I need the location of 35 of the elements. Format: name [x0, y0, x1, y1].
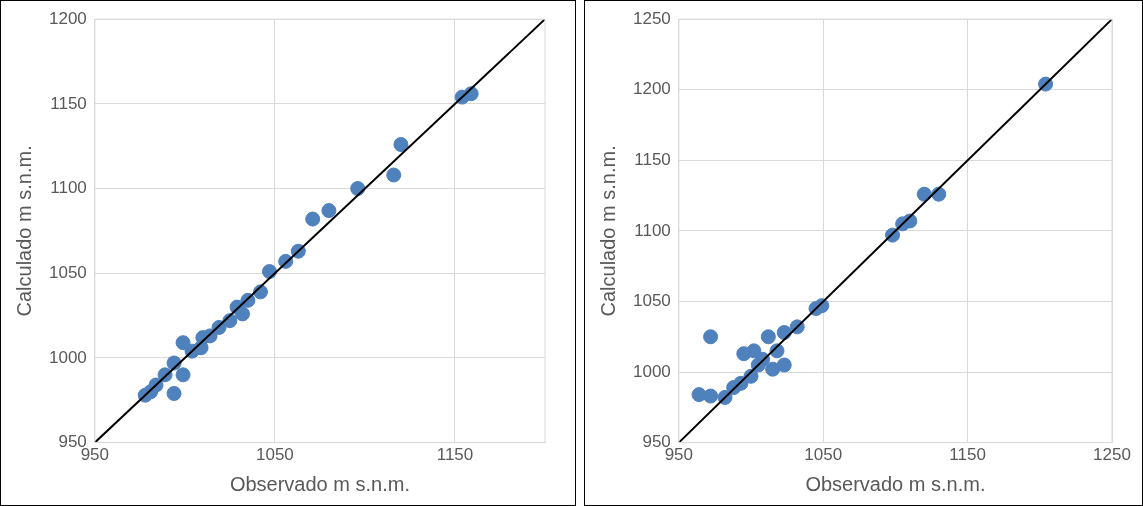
- point: [703, 329, 719, 345]
- x-tick-label: 1150: [949, 445, 986, 465]
- y-tick-label: 1100: [634, 220, 671, 240]
- x-tick-label: 1250: [1093, 445, 1131, 465]
- point: [776, 357, 792, 373]
- point: [703, 388, 719, 404]
- y-tick-label: 1200: [632, 79, 671, 99]
- y-tick-label: 1100: [50, 178, 87, 198]
- y-axis-title: Calculado m s.n.m.: [596, 145, 619, 317]
- point: [746, 343, 762, 359]
- point: [393, 137, 409, 153]
- y-tick-label: 1000: [48, 347, 87, 367]
- x-tick-label: 1150: [436, 445, 474, 465]
- point: [305, 211, 321, 227]
- x-axis-title: Observado m s.n.m.: [805, 472, 986, 495]
- point: [166, 385, 182, 401]
- point: [234, 306, 250, 322]
- point: [765, 361, 781, 377]
- y-tick-label: 1050: [632, 291, 671, 311]
- point: [175, 367, 191, 383]
- y-tick-label: 1050: [48, 262, 87, 282]
- x-tick-label: 1050: [804, 445, 843, 465]
- y-tick-label: 1250: [632, 8, 671, 28]
- y-axis-title: Calculado m s.n.m.: [12, 145, 35, 317]
- point: [916, 186, 932, 202]
- y-tick-label: 1150: [50, 93, 87, 113]
- y-tick-label: 1150: [634, 150, 671, 170]
- point: [760, 329, 776, 345]
- point: [321, 203, 337, 219]
- y-tick-label: 1000: [632, 361, 671, 381]
- point: [386, 167, 402, 183]
- x-axis-title: Observado m s.n.m.: [229, 472, 410, 495]
- point: [175, 335, 191, 351]
- y-tick-label: 1200: [48, 8, 87, 28]
- x-tick-label: 1050: [255, 445, 294, 465]
